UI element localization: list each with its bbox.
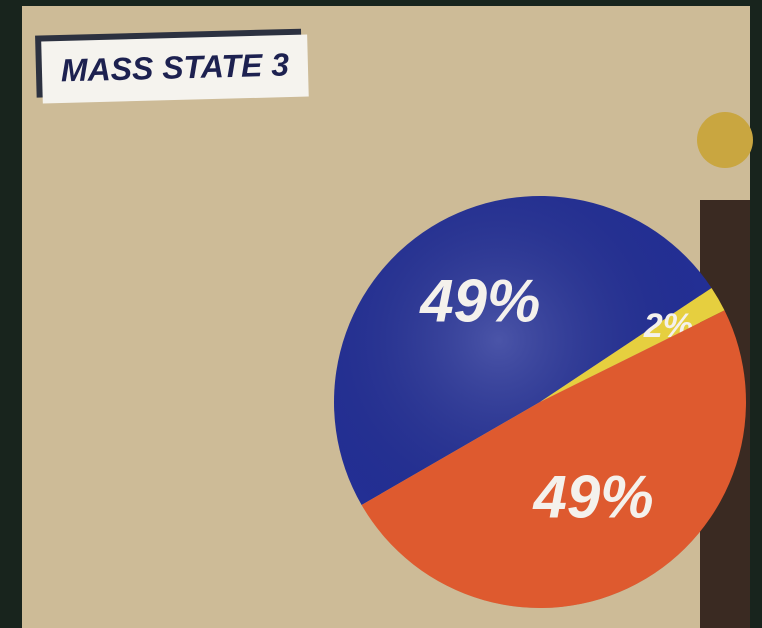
title-card: MASS STATE 3 xyxy=(35,29,309,104)
flower xyxy=(697,112,753,168)
value-label: 49% xyxy=(419,268,540,335)
title: MASS STATE 3 xyxy=(60,46,289,88)
ball: 49%2%49% xyxy=(334,196,746,608)
frame: MASS STATE 3 49%2%49% xyxy=(0,0,762,628)
value-label: 49% xyxy=(532,464,653,531)
